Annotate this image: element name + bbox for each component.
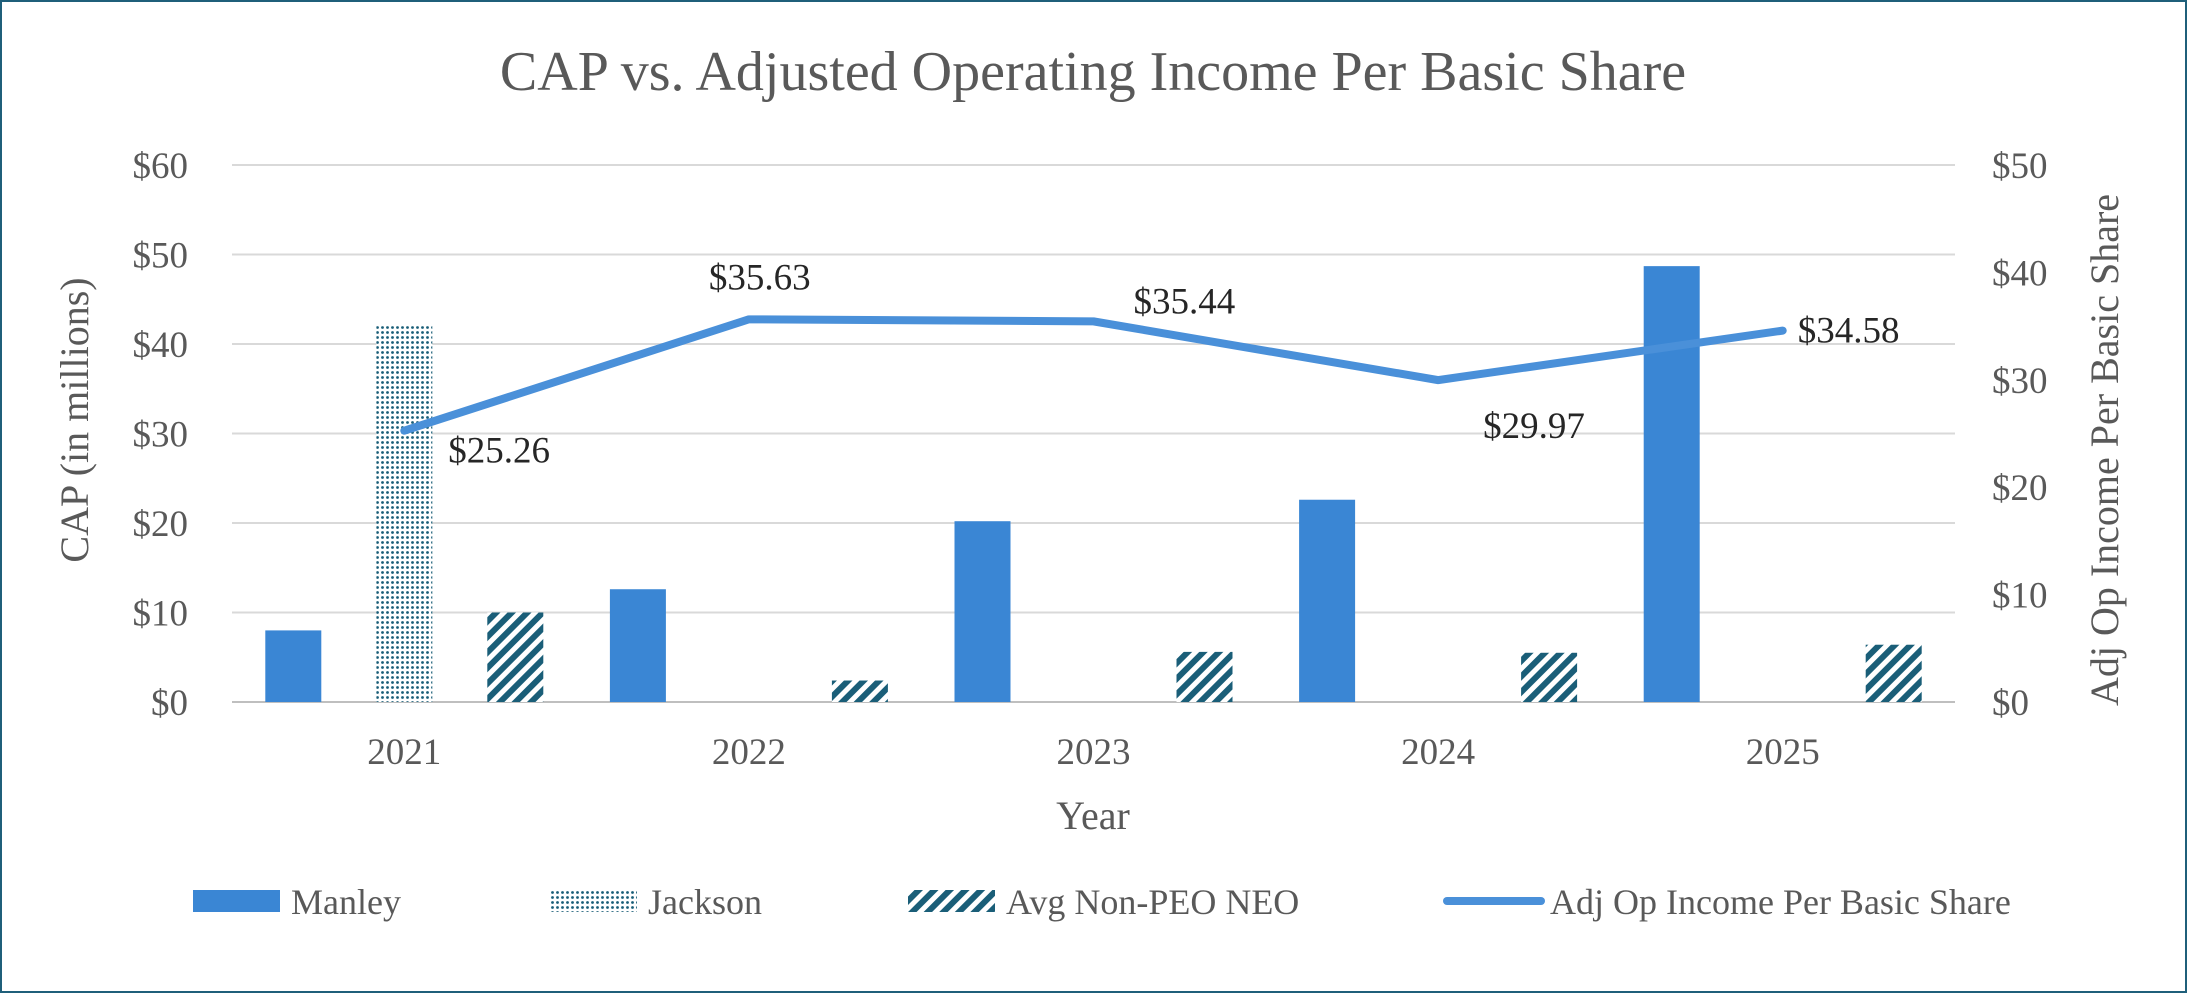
chart-title: CAP vs. Adjusted Operating Income Per Ba… (500, 41, 1686, 103)
bar-avg-non-peo-neo (487, 612, 544, 702)
legend-swatch (193, 890, 280, 912)
x-axis-label: Year (1056, 793, 1130, 838)
bar-manley (1643, 266, 1700, 702)
line-point (403, 429, 406, 432)
legend-swatch (550, 890, 637, 912)
y-axis-label: CAP (in millions) (52, 277, 97, 562)
line-point (1092, 320, 1095, 323)
y2-tick-label: $0 (1992, 683, 2029, 724)
data-label: $35.63 (709, 257, 811, 298)
data-labels: $25.26 $35.63 $35.44 $29.97 $34.58 (448, 257, 1899, 471)
bar-jackson (376, 326, 433, 702)
line-point (1781, 329, 1784, 332)
legend-swatch (908, 890, 995, 912)
data-label: $29.97 (1483, 406, 1585, 447)
data-label: $34.58 (1798, 311, 1900, 352)
y2-tick-label: $30 (1992, 361, 2048, 402)
x-tick-label: 2024 (1401, 732, 1475, 773)
x-tick-label: 2025 (1746, 732, 1820, 773)
income-line (400, 315, 1787, 435)
bar-manley (954, 521, 1011, 702)
line-point (1437, 379, 1440, 382)
legend-label: Avg Non-PEO NEO (1006, 882, 1299, 922)
y-tick-label: $10 (133, 594, 189, 635)
y2-tick-label: $40 (1992, 253, 2048, 294)
y-tick-label: $30 (133, 415, 189, 456)
y-tick-label: $50 (133, 236, 189, 277)
legend-label: Jackson (648, 882, 762, 922)
x-tick-label: 2022 (712, 732, 786, 773)
y2-tick-label: $50 (1992, 146, 2048, 187)
data-label: $35.44 (1134, 281, 1236, 322)
bar-avg-non-peo-neo (1521, 652, 1578, 702)
line-point (747, 318, 750, 321)
y2-tick-label: $20 (1992, 468, 2048, 509)
bar-avg-non-peo-neo (1865, 644, 1922, 702)
data-label: $25.26 (448, 431, 550, 472)
y-tick-label: $20 (133, 504, 189, 545)
y2-axis-label: Adj Op Income Per Basic Share (2082, 194, 2127, 706)
axis-ticks: $0 $10 $20 $30 $40 $50 $60 $0 $10 $20 $30 $40 $50 202… (133, 146, 2048, 773)
bar-manley (609, 589, 666, 702)
bars (265, 266, 1922, 702)
bar-manley (1299, 499, 1356, 702)
x-tick-label: 2021 (367, 732, 441, 773)
bar-manley (265, 630, 322, 702)
legend-label: Manley (291, 882, 401, 922)
legend: Manley Jackson Avg Non-PEO NEO Adj Op Incom… (193, 882, 2011, 922)
y-tick-label: $0 (151, 683, 188, 724)
y-tick-label: $40 (133, 325, 189, 366)
legend-label: Adj Op Income Per Basic Share (1550, 882, 2011, 922)
bar-avg-non-peo-neo (1176, 651, 1233, 702)
bar-avg-non-peo-neo (831, 680, 888, 702)
x-tick-label: 2023 (1057, 732, 1131, 773)
y-tick-label: $60 (133, 146, 189, 187)
y2-tick-label: $10 (1992, 576, 2048, 617)
